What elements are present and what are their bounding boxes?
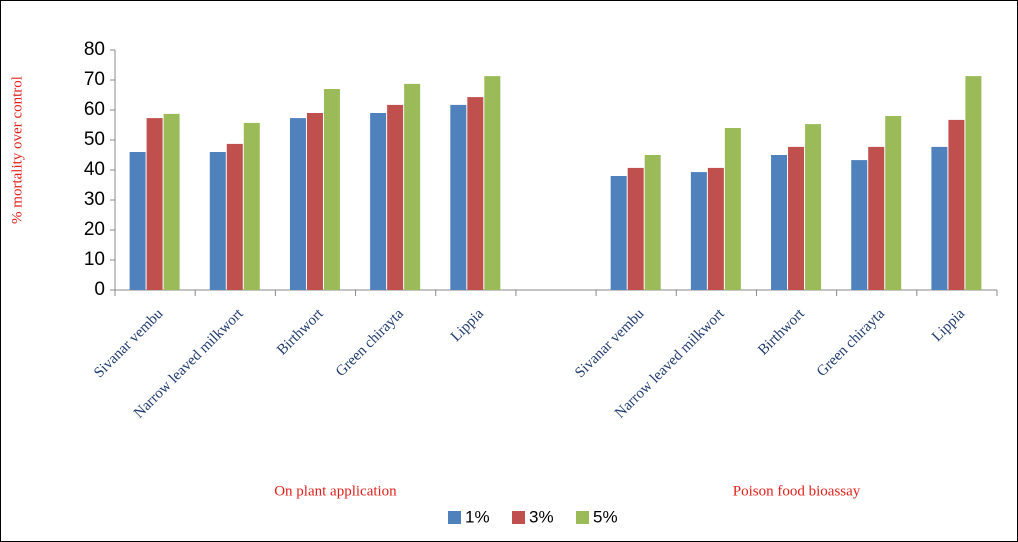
legend-swatch: [576, 511, 589, 524]
bar: [306, 113, 323, 290]
group-label: On plant application: [274, 483, 397, 499]
bar: [243, 122, 260, 291]
bar: [885, 116, 902, 290]
y-tick-label: 60: [84, 99, 105, 120]
bar: [323, 89, 340, 290]
bar: [724, 128, 741, 290]
bar: [610, 176, 627, 290]
legend-label: 3%: [529, 507, 554, 526]
legend-swatch: [512, 511, 525, 524]
bar: [370, 113, 387, 290]
legend-label: 5%: [593, 507, 618, 526]
bar: [484, 76, 501, 290]
bar: [404, 83, 421, 291]
bar: [450, 104, 467, 291]
y-tick-label: 70: [84, 69, 105, 90]
bar: [707, 167, 724, 290]
group-label: Poison food bioassay: [733, 483, 861, 499]
bar: [209, 152, 226, 290]
bar: [289, 118, 306, 290]
bar: [965, 76, 982, 290]
bar: [467, 97, 484, 290]
y-tick-label: 20: [84, 219, 105, 240]
bar: [690, 172, 707, 290]
bar: [146, 118, 163, 290]
legend-label: 1%: [465, 507, 490, 526]
bar: [627, 167, 644, 290]
bar: [163, 113, 180, 291]
bar: [868, 146, 885, 290]
bar: [788, 146, 805, 290]
y-tick-label: 0: [94, 279, 105, 300]
bar: [948, 119, 965, 291]
y-tick-label: 50: [84, 129, 105, 150]
bar: [851, 160, 868, 290]
bar: [226, 143, 243, 290]
bar: [771, 155, 788, 290]
bar: [805, 124, 822, 290]
bar: [931, 146, 948, 290]
legend-swatch: [448, 511, 461, 524]
y-axis-label: % mortality over control: [9, 76, 25, 224]
y-tick-label: 30: [84, 189, 105, 210]
bar: [387, 104, 404, 291]
y-tick-label: 80: [84, 39, 105, 60]
y-tick-label: 40: [84, 159, 105, 180]
bar: [644, 155, 661, 290]
bar: [129, 152, 146, 290]
y-tick-label: 10: [84, 249, 105, 270]
